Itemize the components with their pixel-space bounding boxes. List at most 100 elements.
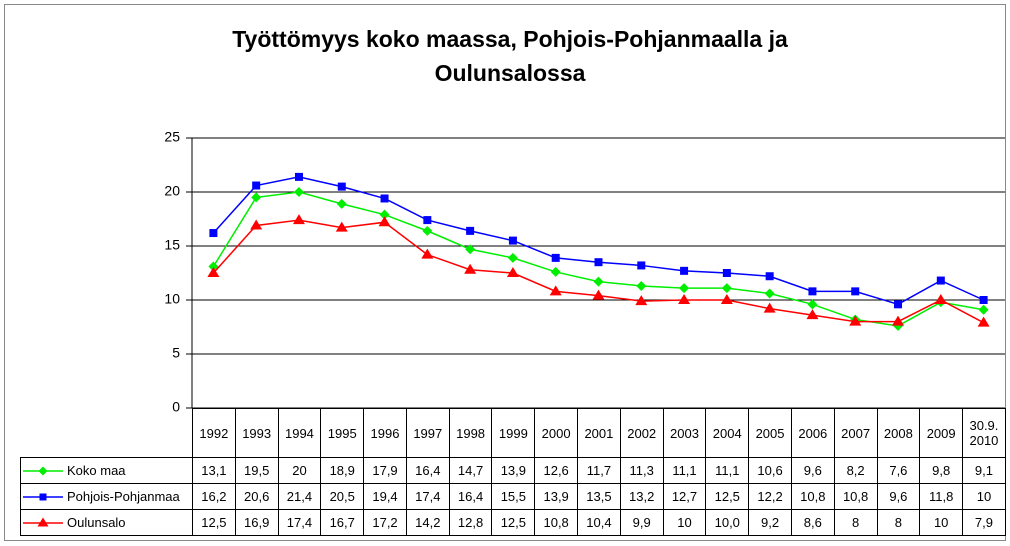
value-cell: 8 bbox=[876, 509, 921, 536]
marker bbox=[508, 236, 517, 245]
marker bbox=[635, 295, 648, 306]
category-cell: 2004 bbox=[705, 408, 750, 458]
value-cell: 14,2 bbox=[405, 509, 450, 536]
marker bbox=[936, 276, 945, 285]
value-cell: 16,7 bbox=[320, 509, 365, 536]
marker bbox=[506, 267, 519, 277]
marker bbox=[593, 276, 604, 287]
marker bbox=[806, 309, 819, 320]
value-cell: 19,4 bbox=[363, 483, 407, 510]
marker bbox=[465, 244, 476, 255]
legend-key bbox=[23, 517, 63, 527]
category-cell: 1999 bbox=[491, 408, 536, 458]
marker bbox=[934, 294, 947, 304]
category-cell: 2006 bbox=[790, 408, 835, 458]
value-cell: 11,1 bbox=[662, 457, 707, 484]
series-line bbox=[212, 219, 984, 324]
legend-label: Koko maa bbox=[67, 462, 126, 478]
value-cell: 13,2 bbox=[619, 483, 664, 510]
category-cell: 2009 bbox=[919, 408, 964, 458]
value-cell: 16,2 bbox=[192, 483, 236, 510]
marker bbox=[336, 198, 347, 209]
value-cell: 10 bbox=[962, 483, 1006, 510]
category-cell: 1992 bbox=[192, 408, 236, 458]
corner-cell bbox=[20, 408, 193, 458]
value-cell: 7,9 bbox=[962, 509, 1006, 536]
value-cell: 12,2 bbox=[748, 483, 792, 510]
value-cell: 16,4 bbox=[405, 457, 450, 484]
marker bbox=[592, 289, 605, 300]
value-cell: 10,8 bbox=[790, 483, 835, 510]
value-cell: 8,6 bbox=[790, 509, 835, 536]
value-cell: 20 bbox=[277, 457, 322, 484]
marker bbox=[720, 294, 733, 304]
value-cell: 9,1 bbox=[962, 457, 1006, 484]
value-cell: 16,4 bbox=[448, 483, 493, 510]
y-tick-label: 20 bbox=[164, 183, 180, 199]
marker bbox=[721, 283, 732, 294]
marker bbox=[252, 181, 261, 190]
marker bbox=[594, 258, 603, 267]
value-cell: 11,1 bbox=[705, 457, 750, 484]
value-cell: 17,4 bbox=[277, 509, 322, 536]
value-cell: 11,3 bbox=[619, 457, 664, 484]
value-cell: 10 bbox=[919, 509, 964, 536]
marker bbox=[765, 272, 774, 281]
marker bbox=[849, 315, 862, 326]
value-cell: 12,8 bbox=[448, 509, 493, 536]
value-cell: 17,2 bbox=[363, 509, 407, 536]
marker bbox=[251, 192, 262, 203]
marker bbox=[550, 266, 561, 277]
value-cell: 20,6 bbox=[234, 483, 279, 510]
marker bbox=[679, 283, 690, 294]
y-tick-label: 5 bbox=[172, 345, 180, 361]
value-cell: 11,7 bbox=[577, 457, 621, 484]
value-cell: 9,2 bbox=[748, 509, 792, 536]
marker bbox=[207, 267, 220, 277]
marker bbox=[379, 209, 390, 220]
marker bbox=[636, 280, 647, 291]
category-cell: 30.9. 2010 bbox=[962, 408, 1006, 458]
chart-title: Työttömyys koko maassa, Pohjois-Pohjanma… bbox=[232, 26, 788, 86]
marker bbox=[38, 466, 48, 476]
value-cell: 9,6 bbox=[790, 457, 835, 484]
category-cell: 1993 bbox=[234, 408, 279, 458]
category-cell: 1995 bbox=[320, 408, 365, 458]
marker bbox=[764, 288, 775, 299]
category-cell: 1994 bbox=[277, 408, 322, 458]
marker bbox=[380, 194, 389, 203]
marker bbox=[208, 261, 219, 272]
value-cell: 20,5 bbox=[320, 483, 365, 510]
marker bbox=[977, 316, 990, 327]
marker bbox=[464, 263, 477, 274]
value-cell: 12,5 bbox=[192, 509, 236, 536]
marker bbox=[466, 226, 475, 235]
marker bbox=[335, 221, 348, 232]
marker bbox=[851, 287, 860, 296]
marker bbox=[892, 315, 905, 326]
value-cell: 9,9 bbox=[619, 509, 664, 536]
marker bbox=[337, 182, 346, 191]
category-cell: 2007 bbox=[833, 408, 878, 458]
value-cell: 7,6 bbox=[876, 457, 921, 484]
marker bbox=[763, 302, 776, 313]
value-cell: 10,8 bbox=[833, 483, 878, 510]
value-cell: 10 bbox=[662, 509, 707, 536]
marker bbox=[507, 252, 518, 263]
value-cell: 9,6 bbox=[876, 483, 921, 510]
legend-label: Oulunsalo bbox=[67, 514, 126, 530]
category-cell: 2000 bbox=[534, 408, 579, 458]
marker bbox=[551, 253, 560, 262]
marker bbox=[293, 187, 304, 197]
marker bbox=[421, 248, 434, 259]
value-cell: 10,6 bbox=[748, 457, 792, 484]
category-cell: 2005 bbox=[748, 408, 792, 458]
category-cell: 1996 bbox=[363, 408, 407, 458]
legend-cell: Pohjois-Pohjanmaa bbox=[20, 483, 193, 510]
value-cell: 16,9 bbox=[234, 509, 279, 536]
marker bbox=[979, 296, 988, 304]
legend-key bbox=[23, 466, 63, 476]
category-cell: 2008 bbox=[876, 408, 921, 458]
